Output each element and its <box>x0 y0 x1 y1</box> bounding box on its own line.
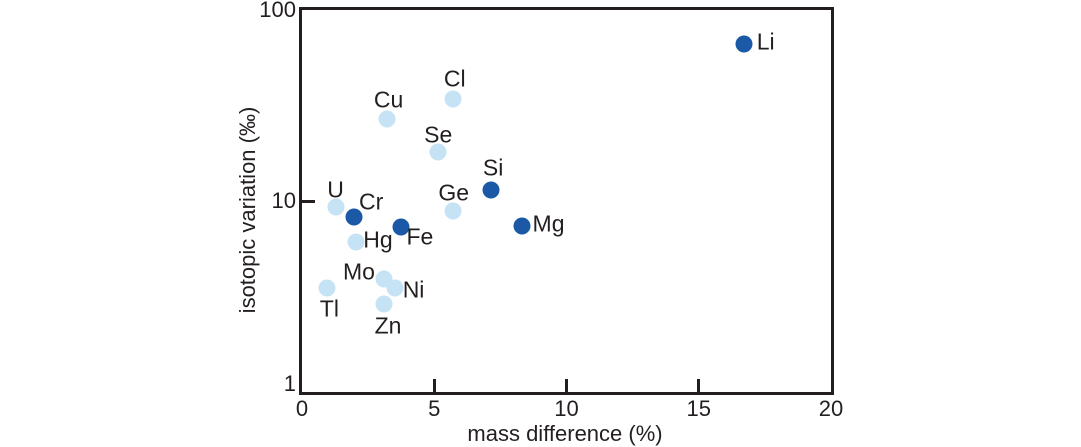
y-tick-label-10: 10 <box>271 188 296 213</box>
data-point-tl <box>318 279 336 297</box>
x-axis-tick-10 <box>565 379 568 392</box>
data-point-mg <box>513 217 531 235</box>
data-point-u <box>327 198 345 216</box>
data-point-hg <box>347 233 365 251</box>
data-point-zn <box>375 295 393 313</box>
x-axis-tick-5 <box>432 379 436 392</box>
data-point-fe <box>392 218 410 236</box>
point-label-tl: Tl <box>319 295 339 322</box>
point-label-li: Li <box>756 28 775 55</box>
point-label-ge: Ge <box>438 179 470 206</box>
point-label-se: Se <box>424 121 453 148</box>
x-tick-label-0: 0 <box>295 396 309 421</box>
y-tick-label-1: 1 <box>283 371 296 396</box>
data-point-ge <box>444 202 462 220</box>
point-label-u: U <box>327 176 344 203</box>
point-label-mg: Mg <box>532 210 565 237</box>
data-point-cl <box>444 90 462 108</box>
x-axis-title: mass difference (%) <box>467 421 663 446</box>
data-point-cr <box>345 208 363 226</box>
data-point-si <box>482 181 500 199</box>
x-axis-tick-15 <box>697 379 701 392</box>
data-point-cu <box>378 110 396 128</box>
x-tick-label-15: 15 <box>686 396 711 421</box>
y-axis-title: isotopic variation (‰) <box>235 106 260 314</box>
x-tick-label-20: 20 <box>818 396 844 421</box>
point-label-ni: Ni <box>402 276 425 303</box>
point-label-si: Si <box>482 154 504 181</box>
data-point-li <box>735 35 753 53</box>
data-point-ni <box>386 279 404 297</box>
point-label-cr: Cr <box>358 188 384 215</box>
point-label-cl: Cl <box>443 65 466 92</box>
point-label-hg: Hg <box>363 226 393 253</box>
x-tick-label-10: 10 <box>554 396 579 421</box>
point-label-fe: Fe <box>406 223 434 250</box>
y-axis-tick-10 <box>302 199 315 203</box>
data-point-se <box>429 143 447 161</box>
point-label-cu: Cu <box>373 86 404 113</box>
x-tick-label-5: 5 <box>428 396 441 421</box>
point-label-mo: Mo <box>343 258 375 285</box>
point-label-zn: Zn <box>374 312 402 339</box>
y-tick-label-100: 100 <box>259 0 296 22</box>
plot-area <box>299 7 834 395</box>
